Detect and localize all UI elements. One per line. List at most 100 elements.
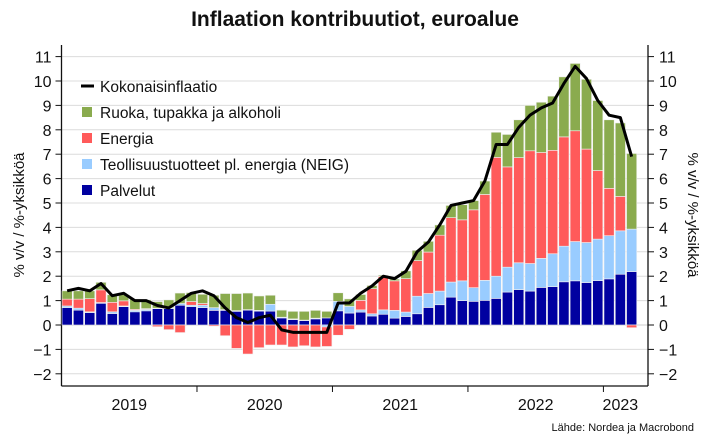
bar-teollisuustuotteet: [490, 275, 502, 299]
bar-palvelut: [626, 271, 638, 326]
y-tick-label: 11: [35, 50, 52, 67]
bar-palvelut: [513, 289, 525, 326]
bar-teollisuustuotteet: [411, 295, 423, 315]
bar-ruoka: [242, 292, 254, 310]
legend-label: Energia: [100, 131, 154, 148]
bar-palvelut: [490, 298, 502, 326]
bar-palvelut: [502, 291, 513, 326]
bar-energia: [287, 324, 299, 348]
y-tick-label: −1: [33, 342, 51, 359]
bar-ruoka: [535, 101, 547, 153]
bar-palvelut: [547, 286, 559, 326]
legend-label: Ruoka, tupakka ja alkoholi: [100, 105, 281, 122]
y-tick-label: 3: [43, 245, 52, 262]
bar-palvelut: [310, 318, 321, 326]
y-tick-label: 7: [43, 147, 52, 164]
bar-ruoka: [626, 153, 638, 230]
bar-teollisuustuotteet: [524, 263, 536, 292]
bar-palvelut: [524, 290, 536, 326]
bar-energia: [377, 276, 389, 311]
bar-energia: [423, 251, 434, 294]
bar-energia: [355, 300, 367, 311]
bar-energia: [490, 157, 502, 277]
bar-teollisuustuotteet: [614, 230, 626, 275]
bar-teollisuustuotteet: [445, 281, 457, 298]
line-kokonaisinflaatio: [66, 64, 634, 334]
y-tick-label: 5: [43, 196, 52, 213]
bar-energia: [84, 298, 96, 313]
bar-ruoka: [524, 105, 536, 152]
bar-palvelut: [106, 313, 118, 326]
bar-energia: [445, 217, 457, 283]
y-tick-label-right: 10: [659, 74, 677, 91]
bar-palvelut: [581, 282, 592, 326]
bar-palvelut: [84, 312, 96, 326]
bar-palvelut: [614, 273, 626, 326]
bar-palvelut: [152, 308, 163, 326]
bar-palvelut: [456, 300, 468, 326]
x-tick-label: 2023: [603, 397, 639, 414]
bar-energia: [626, 324, 638, 328]
bar-energia: [242, 324, 254, 355]
bar-palvelut: [389, 317, 400, 326]
legend-swatch: [82, 159, 92, 169]
chart-title: Inflaation kontribuutiot, euroalue: [191, 8, 519, 31]
bar-ruoka: [547, 95, 559, 151]
bar-palvelut: [479, 300, 491, 326]
y-tick-label-right: 1: [659, 294, 668, 311]
y-tick-label: 1: [43, 294, 52, 311]
bar-ruoka: [231, 293, 242, 311]
bar-ruoka: [298, 311, 310, 321]
bar-ruoka: [569, 63, 581, 132]
y-tick-label-right: 6: [659, 172, 668, 189]
y-tick-label: 8: [43, 123, 52, 140]
bar-teollisuustuotteet: [264, 303, 276, 312]
y-tick-label-right: 9: [659, 98, 668, 115]
bar-palvelut: [73, 309, 84, 326]
bar-ruoka: [253, 295, 265, 311]
bar-ruoka: [310, 310, 321, 319]
bar-energia: [106, 302, 118, 313]
bar-energia: [558, 136, 570, 247]
y-tick-label: 6: [43, 172, 52, 189]
y-tick-label-right: 0: [659, 318, 668, 335]
bar-palvelut: [366, 315, 378, 326]
bar-energia: [231, 324, 242, 349]
bar-energia: [95, 289, 107, 303]
bar-energia: [434, 234, 446, 292]
legend-swatch: [82, 133, 92, 143]
bar-ruoka: [332, 292, 344, 302]
bar-energia: [614, 196, 626, 232]
bar-teollisuustuotteet: [479, 280, 491, 301]
bar-energia: [535, 152, 547, 259]
bar-energia: [513, 157, 525, 264]
bar-palvelut: [569, 280, 581, 326]
bar-palvelut: [400, 316, 412, 326]
y-tick-label-right: 3: [659, 245, 668, 262]
bar-palvelut: [197, 307, 209, 326]
y-tick-label-right: 7: [659, 147, 668, 164]
bar-ruoka: [73, 290, 84, 300]
bar-teollisuustuotteet: [513, 262, 525, 290]
bar-teollisuustuotteet: [355, 309, 367, 313]
legend-item: Ruoka, tupakka ja alkoholi: [82, 105, 281, 122]
bar-energia: [479, 194, 491, 281]
bar-teollisuustuotteet: [603, 235, 615, 280]
legend-label: Kokonaisinflaatio: [100, 79, 217, 96]
bar-ruoka: [276, 309, 288, 318]
bar-palvelut: [174, 304, 186, 326]
bar-teollisuustuotteet: [400, 311, 412, 317]
bar-energia: [321, 326, 333, 347]
bar-palvelut: [118, 306, 129, 326]
bar-palvelut: [603, 278, 615, 326]
legend-item: Palvelut: [82, 183, 156, 200]
bar-teollisuustuotteet: [423, 293, 434, 308]
bar-palvelut: [208, 310, 220, 326]
bar-palvelut: [298, 320, 310, 326]
bar-energia: [400, 278, 412, 313]
bar-teollisuustuotteet: [535, 258, 547, 288]
bar-ruoka: [197, 293, 209, 304]
bar-energia: [332, 324, 344, 336]
bar-palvelut: [377, 313, 389, 326]
y-tick-label-right: 2: [659, 269, 668, 286]
